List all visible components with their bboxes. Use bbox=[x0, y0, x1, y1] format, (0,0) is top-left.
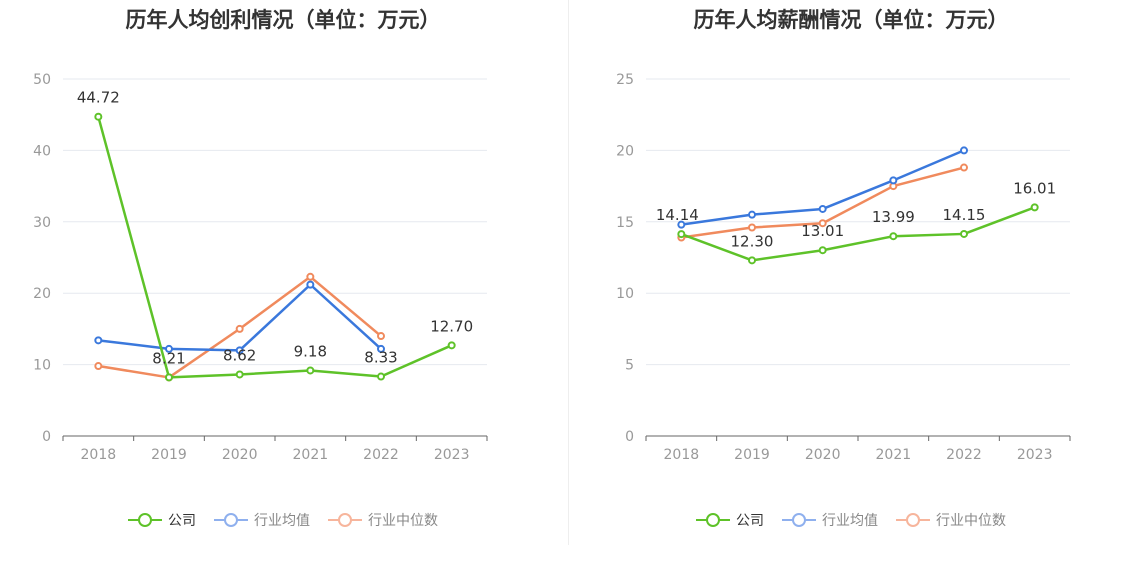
x-tick-label: 2021 bbox=[876, 447, 912, 463]
data-point-company bbox=[748, 256, 756, 265]
legend-label: 公司 bbox=[168, 513, 196, 529]
legend-line-marker-icon bbox=[128, 513, 162, 527]
data-label: 8.62 bbox=[223, 346, 256, 364]
data-point-industry_median bbox=[748, 223, 756, 232]
series-line-company bbox=[680, 206, 1036, 262]
legend-label: 行业中位数 bbox=[368, 513, 438, 529]
x-tick-label: 2022 bbox=[946, 447, 982, 463]
data-point-company bbox=[677, 230, 686, 239]
data-label: 8.21 bbox=[152, 349, 185, 367]
data-point-company bbox=[235, 370, 244, 379]
data-point-company bbox=[377, 372, 385, 381]
data-point-industry_avg bbox=[165, 344, 173, 353]
legend-item-industry_avg[interactable]: 行业均值 bbox=[214, 510, 310, 530]
data-point-industry_avg bbox=[235, 346, 244, 355]
legend-line-marker-icon bbox=[214, 513, 248, 527]
series-line-industry_avg bbox=[681, 149, 965, 226]
data-label: 14.15 bbox=[943, 206, 986, 224]
data-point-industry_avg bbox=[677, 220, 686, 229]
data-label: 13.01 bbox=[801, 222, 844, 240]
profit-line-chart: 0 10 20 30 40 50 2018 2019 2020 2021 2022 2023 44.72… bbox=[33, 72, 488, 463]
y-tick-label: 50 bbox=[33, 72, 51, 88]
data-point-industry_median bbox=[235, 324, 244, 333]
x-tick-label: 2019 bbox=[734, 447, 770, 463]
x-tick-label: 2020 bbox=[805, 447, 841, 463]
legend-label: 行业均值 bbox=[254, 513, 310, 529]
y-tick-label: 10 bbox=[616, 286, 634, 302]
data-point-industry_avg bbox=[94, 336, 103, 345]
legend-line-marker-icon bbox=[328, 513, 362, 527]
x-tick-label: 2018 bbox=[81, 447, 117, 463]
y-tick-label: 0 bbox=[625, 429, 634, 445]
x-tick-label: 2018 bbox=[664, 447, 700, 463]
y-tick-label: 20 bbox=[616, 143, 634, 159]
data-point-company bbox=[306, 366, 315, 375]
data-point-industry_avg bbox=[818, 204, 827, 213]
y-tick-label: 20 bbox=[33, 286, 51, 302]
data-point-company bbox=[960, 229, 968, 238]
data-point-company bbox=[889, 232, 898, 241]
data-label: 16.01 bbox=[1013, 179, 1056, 197]
chart-title: 历年人均薪酬情况（单位：万元） bbox=[693, 8, 1009, 32]
y-tick-label: 5 bbox=[625, 358, 634, 374]
series-line-company bbox=[97, 116, 453, 379]
data-point-industry_avg bbox=[889, 176, 898, 185]
chart-panel-salary: 历年人均薪酬情况（单位：万元） 0 5 10 15 20 25 2018 2019 2020 20… bbox=[568, 0, 1134, 582]
data-point-industry_avg bbox=[377, 344, 385, 353]
data-label: 13.99 bbox=[872, 208, 915, 226]
y-tick-label: 15 bbox=[616, 215, 634, 231]
data-point-company bbox=[94, 112, 103, 121]
series-line-industry_avg bbox=[98, 283, 382, 352]
data-point-industry_median bbox=[818, 219, 827, 228]
x-tick-label: 2022 bbox=[363, 447, 399, 463]
data-label: 12.70 bbox=[430, 317, 473, 335]
legend-line-marker-icon bbox=[782, 513, 816, 527]
x-tick-label: 2023 bbox=[434, 447, 470, 463]
legend-item-company[interactable]: 公司 bbox=[696, 510, 764, 530]
legend-label: 行业均值 bbox=[822, 513, 878, 529]
salary-line-chart: 0 5 10 15 20 25 2018 2019 2020 2021 2022 2023 14.14 1… bbox=[616, 72, 1071, 463]
x-tick-label: 2019 bbox=[151, 447, 187, 463]
data-point-industry_avg bbox=[748, 210, 756, 219]
data-label: 9.18 bbox=[294, 342, 327, 360]
legend: 公司 行业均值 行业中位数 bbox=[568, 510, 1134, 530]
data-point-company bbox=[818, 246, 827, 255]
legend-item-industry_median[interactable]: 行业中位数 bbox=[328, 510, 438, 530]
data-point-industry_median bbox=[960, 163, 968, 172]
data-label: 44.72 bbox=[77, 89, 120, 107]
y-tick-label: 40 bbox=[33, 143, 51, 159]
x-tick-label: 2020 bbox=[222, 447, 258, 463]
data-point-industry_median bbox=[94, 362, 103, 371]
data-label: 8.33 bbox=[364, 349, 397, 367]
legend-item-industry_median[interactable]: 行业中位数 bbox=[896, 510, 1006, 530]
x-tick-label: 2021 bbox=[293, 447, 329, 463]
data-point-company bbox=[165, 373, 173, 382]
data-point-company bbox=[1030, 203, 1039, 212]
legend-label: 行业中位数 bbox=[936, 513, 1006, 529]
legend-label: 公司 bbox=[736, 513, 764, 529]
y-tick-label: 30 bbox=[33, 215, 51, 231]
data-label: 14.14 bbox=[656, 206, 699, 224]
y-tick-label: 25 bbox=[616, 72, 634, 88]
legend-item-industry_avg[interactable]: 行业均值 bbox=[782, 510, 878, 530]
chart-title: 历年人均创利情况（单位：万元） bbox=[125, 8, 441, 32]
data-point-industry_avg bbox=[306, 280, 315, 289]
x-tick-label: 2023 bbox=[1017, 447, 1053, 463]
legend-item-company[interactable]: 公司 bbox=[128, 510, 196, 530]
data-point-industry_median bbox=[306, 272, 315, 281]
y-tick-label: 10 bbox=[33, 358, 51, 374]
legend-line-marker-icon bbox=[696, 513, 730, 527]
data-point-industry_median bbox=[377, 332, 385, 341]
data-label: 12.30 bbox=[731, 232, 774, 250]
legend-line-marker-icon bbox=[896, 513, 930, 527]
data-point-company bbox=[447, 341, 456, 350]
panel-divider bbox=[568, 0, 569, 545]
legend: 公司 行业均值 行业中位数 bbox=[0, 510, 566, 530]
chart-panel-profit: 历年人均创利情况（单位：万元） 0 10 20 30 40 50 2018 2019 2020 2… bbox=[0, 0, 566, 582]
y-tick-label: 0 bbox=[42, 429, 51, 445]
data-point-industry_avg bbox=[960, 146, 968, 155]
